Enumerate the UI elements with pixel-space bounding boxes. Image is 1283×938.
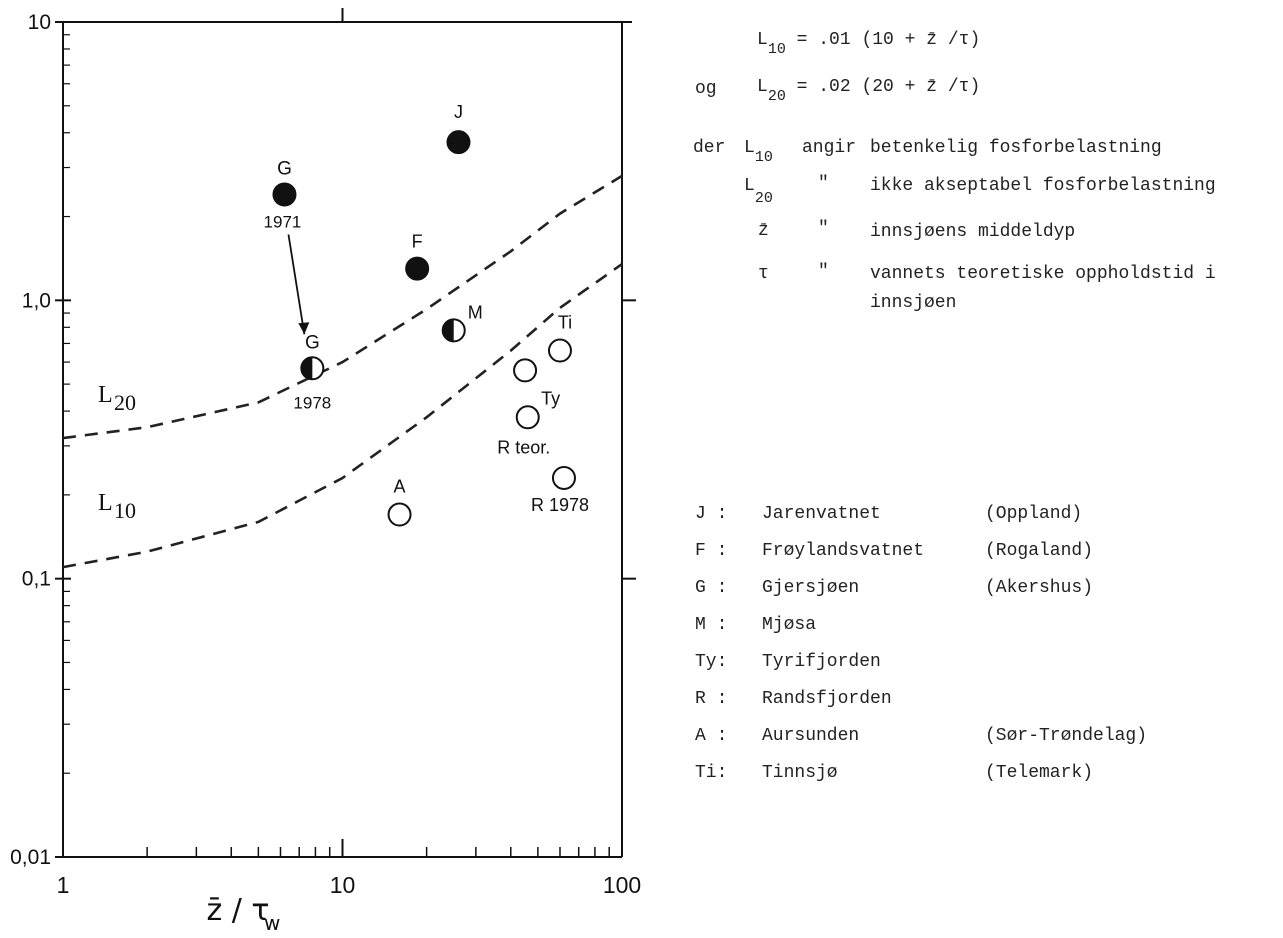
point-f [405,256,430,281]
x-axis-title-subscript: w [264,911,280,935]
x-tick-label: 100 [603,872,641,898]
y-tick-label: 0,01 [10,846,51,869]
point-sublabel: 1978 [293,393,331,412]
point-label: J [454,102,463,122]
point-label: F [412,232,423,252]
curve-label-subscript: 10 [114,498,136,523]
point-label: R 1978 [531,495,589,515]
point-j [446,130,471,155]
y-tick-label: 1,0 [22,289,51,312]
point-half-fill [301,357,313,380]
y-tick-label: 10 [28,11,51,34]
point-r-1978 [551,465,576,490]
x-axis-title: z̄ / τ [207,893,270,928]
point-label: R teor. [497,437,550,457]
point-a [387,502,412,527]
curve-label-subscript: 20 [114,390,136,415]
point-r-teor- [515,405,540,430]
point-label: G [305,332,320,353]
point-ti [547,338,572,363]
curve-l20 [62,174,623,440]
point-g [272,182,297,207]
point-label: Ti [558,313,572,333]
arrow-head [298,322,310,335]
curve-label-l20: L [98,382,113,408]
point-label: Ty [541,388,560,408]
curve-l10 [62,263,623,569]
point-ty [513,358,538,383]
point-sublabel: 1971 [264,213,302,232]
arrow-line [287,234,306,335]
x-tick-label: 10 [330,872,356,898]
point-label: G [277,159,292,180]
curve-label-l10: L [98,490,113,516]
point-label: M [468,302,483,322]
point-label: A [394,477,406,497]
point-half-fill [442,319,454,342]
x-tick-label: 1 [57,872,70,898]
y-tick-label: 0,1 [22,568,51,591]
